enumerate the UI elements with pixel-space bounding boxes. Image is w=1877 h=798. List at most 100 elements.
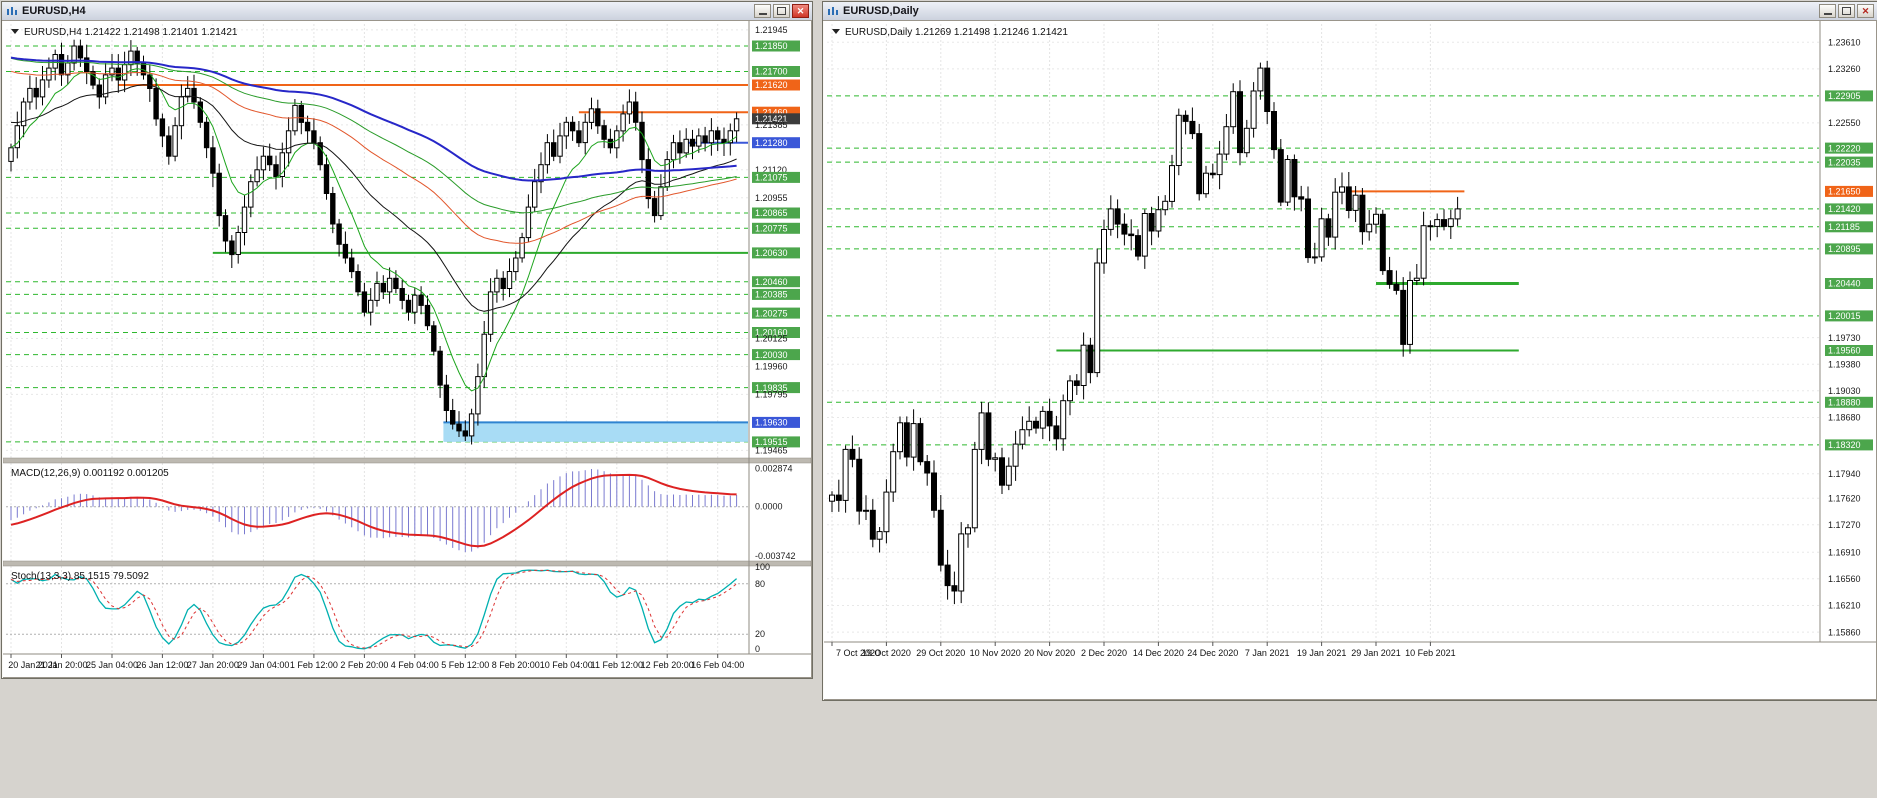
price-level-chip bbox=[752, 171, 800, 183]
time-axis-label: 19 Oct 2020 bbox=[862, 648, 911, 658]
price-axis-label: 1.19465 bbox=[755, 446, 788, 456]
price-axis-label: 1.19380 bbox=[1828, 359, 1861, 369]
price-axis-label: 1.21280 bbox=[755, 138, 788, 148]
price-axis-label: 1.16210 bbox=[1828, 601, 1861, 611]
time-axis-label: 29 Oct 2020 bbox=[916, 648, 965, 658]
time-axis-label: 10 Feb 2021 bbox=[1405, 648, 1456, 658]
price-axis-label: 1.21420 bbox=[1828, 204, 1861, 214]
price-axis-label: 1.21185 bbox=[1828, 222, 1860, 232]
price-axis-label: 1.22905 bbox=[1828, 91, 1861, 101]
price-axis-label: 1.20895 bbox=[1828, 244, 1861, 254]
time-axis-label: 29 Jan 2021 bbox=[1351, 648, 1401, 658]
time-axis-label: 8 Feb 20:00 bbox=[492, 660, 540, 670]
price-level-chip bbox=[752, 137, 800, 149]
price-level-chip bbox=[1825, 345, 1873, 356]
price-level-chip bbox=[752, 382, 800, 394]
price-level-chip bbox=[752, 416, 800, 428]
time-axis-label: 19 Jan 2021 bbox=[1297, 648, 1347, 658]
price-level-chip bbox=[752, 276, 800, 288]
daily-chart-svg: 1.23610 1.23260 1.22905 1.22550 1.22220 1.220… bbox=[824, 21, 1876, 658]
price-level-chip bbox=[1825, 156, 1873, 168]
stochastic-indicator bbox=[6, 569, 748, 650]
restore-button[interactable] bbox=[1838, 4, 1855, 18]
price-axis-label: 1.21075 bbox=[755, 173, 788, 183]
price-axis[interactable]: 1.23610 1.23260 1.22905 1.22550 1.22220 1.220… bbox=[1825, 38, 1873, 638]
close-button[interactable]: ✕ bbox=[1857, 4, 1874, 18]
macd-axis-label: 0.002874 bbox=[755, 464, 793, 474]
time-axis-label: 12 Feb 20:00 bbox=[641, 660, 694, 670]
price-axis-label: 1.21850 bbox=[755, 41, 788, 51]
time-axis-label: 27 Jan 20:00 bbox=[187, 660, 239, 670]
time-axis-label: 1 Feb 12:00 bbox=[290, 660, 338, 670]
price-axis-label: 1.20440 bbox=[1828, 279, 1861, 289]
support-zone[interactable] bbox=[443, 421, 748, 442]
stoch-axis-label: 20 bbox=[755, 629, 765, 639]
macd-axis-label: -0.003742 bbox=[755, 551, 796, 561]
daily-chart-area[interactable]: 1.23610 1.23260 1.22905 1.22550 1.22220 1.220… bbox=[824, 21, 1876, 699]
minimize-button[interactable] bbox=[754, 4, 771, 18]
ma-65 bbox=[10, 70, 737, 244]
macd-label: MACD(12,26,9) 0.001192 0.001205 bbox=[11, 468, 169, 479]
price-axis-label: 1.19835 bbox=[755, 383, 788, 393]
price-axis-label: 1.19730 bbox=[1828, 333, 1861, 343]
time-axis-label: 10 Feb 04:00 bbox=[540, 660, 593, 670]
time-axis-label: 10 Nov 2020 bbox=[970, 648, 1021, 658]
close-button[interactable]: ✕ bbox=[792, 4, 809, 18]
price-axis-label: 1.18880 bbox=[1828, 398, 1861, 408]
price-level-chip bbox=[752, 207, 800, 219]
price-axis-label: 1.21945 bbox=[755, 25, 788, 35]
time-axis-label: 25 Jan 04:00 bbox=[86, 660, 138, 670]
price-level-chip bbox=[1825, 90, 1873, 102]
price-level-chip bbox=[1825, 243, 1873, 255]
price-axis-label: 1.16560 bbox=[1828, 574, 1861, 584]
panel-separator[interactable] bbox=[3, 560, 811, 567]
time-axis-label: 20 Nov 2020 bbox=[1024, 648, 1075, 658]
price-axis[interactable]: 1.21945 1.21850 1.21700 1.21620 1.214601.214… bbox=[752, 25, 800, 456]
time-axis-label: 26 Jan 12:00 bbox=[136, 660, 188, 670]
price-axis-label: 1.20160 bbox=[755, 328, 788, 338]
price-level-chip bbox=[752, 247, 800, 259]
time-axis-label: 4 Feb 04:00 bbox=[391, 660, 439, 670]
price-axis-label: 1.21460 bbox=[755, 107, 788, 117]
minimize-button[interactable] bbox=[1819, 4, 1836, 18]
price-level-chip bbox=[752, 79, 800, 91]
price-axis-label: 1.19630 bbox=[755, 418, 788, 428]
price-level-chip bbox=[1825, 439, 1873, 451]
price-level-chip bbox=[752, 349, 800, 361]
symbol-dropdown-icon[interactable] bbox=[832, 29, 840, 34]
daily-window-title: EURUSD,Daily bbox=[843, 5, 919, 17]
candles bbox=[8, 39, 740, 445]
price-axis-label: 1.21421 bbox=[755, 114, 788, 124]
level-lines[interactable] bbox=[827, 95, 1819, 446]
restore-button[interactable] bbox=[773, 4, 790, 18]
time-axis-label: 5 Feb 12:00 bbox=[441, 660, 489, 670]
daily-titlebar[interactable]: EURUSD,Daily ✕ bbox=[823, 2, 1877, 21]
price-axis-label: 1.20460 bbox=[755, 277, 788, 287]
time-axis-label: 20 Jan 2021 bbox=[8, 660, 58, 670]
price-axis-label: 1.20865 bbox=[755, 208, 788, 218]
price-axis-label: 1.17270 bbox=[1828, 520, 1861, 530]
time-axis-label: 16 Feb 04:00 bbox=[691, 660, 744, 670]
price-axis-label: 1.20275 bbox=[755, 308, 788, 318]
time-axis-label: 7 Oct 2020 bbox=[836, 648, 880, 658]
symbol-dropdown-icon[interactable] bbox=[11, 29, 19, 34]
price-axis-label: 1.19560 bbox=[1828, 346, 1861, 356]
macd-axis-label: 0.0000 bbox=[755, 502, 783, 512]
ma-9 bbox=[10, 68, 737, 392]
time-axis-label: 2 Dec 2020 bbox=[1081, 648, 1127, 658]
ma-90 bbox=[10, 57, 737, 214]
price-axis-label: 1.21385 bbox=[755, 120, 788, 130]
price-level-chip bbox=[752, 66, 800, 77]
h4-window-title: EURUSD,H4 bbox=[22, 5, 86, 17]
macd-signal-line bbox=[10, 473, 737, 548]
panel-separator[interactable] bbox=[3, 457, 811, 464]
price-level-chip bbox=[752, 113, 800, 125]
price-axis-label: 1.18320 bbox=[1828, 440, 1861, 450]
h4-chart-area[interactable]: 1.21945 1.21850 1.21700 1.21620 1.21460 1.214… bbox=[3, 21, 811, 677]
stoch-k-line bbox=[10, 569, 738, 650]
chart-window-daily: EURUSD,Daily ✕ 1.23610 1.23260 1.22905 1.22… bbox=[822, 1, 1877, 701]
h4-titlebar[interactable]: EURUSD,H4 ✕ bbox=[2, 2, 812, 21]
price-level-chip bbox=[1825, 278, 1873, 289]
